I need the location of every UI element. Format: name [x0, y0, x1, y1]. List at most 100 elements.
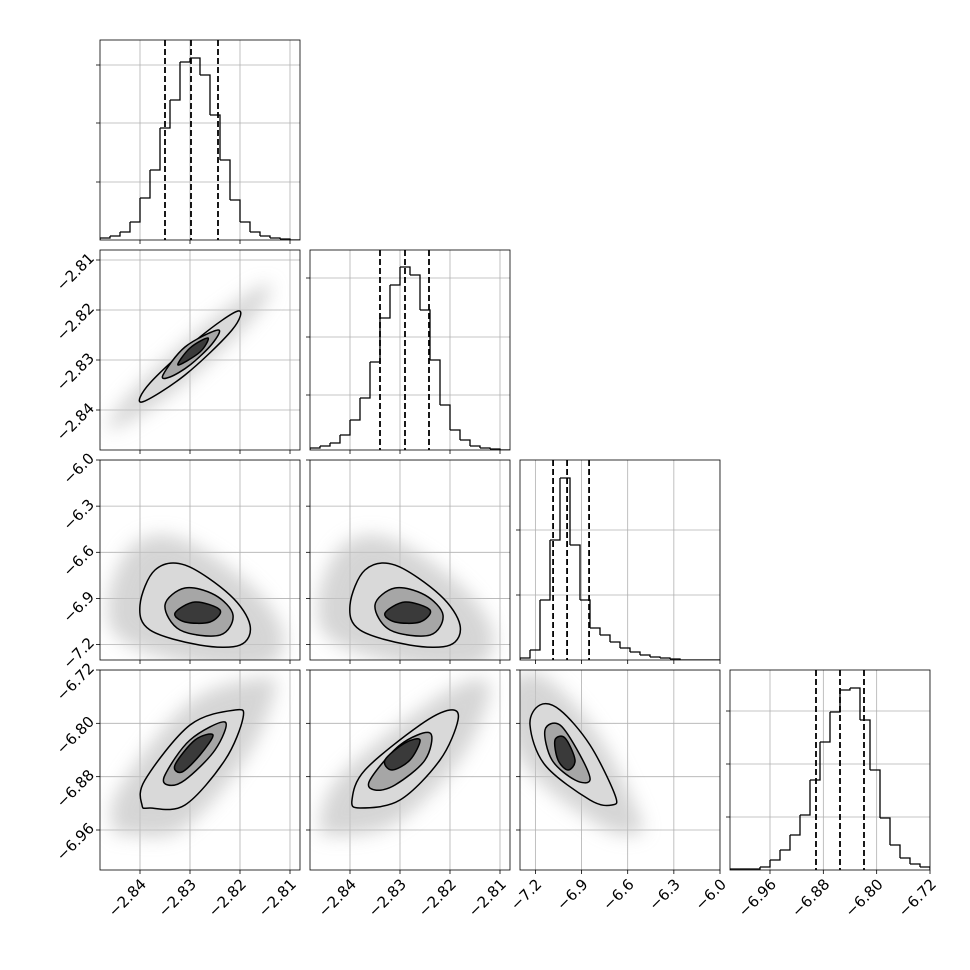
histogram-bin [480, 447, 491, 449]
contour-line [173, 733, 214, 774]
histogram-bin [550, 478, 561, 541]
histogram-bin [650, 656, 661, 658]
contour-line [173, 601, 222, 625]
contour-line [162, 721, 227, 787]
histogram-bin [180, 58, 191, 63]
histogram-bin [230, 199, 241, 222]
histogram-bin [400, 266, 411, 275]
y-tick-label: −6.96 [53, 819, 98, 864]
panel-frame [729, 669, 931, 871]
contour-line [139, 708, 245, 811]
histogram-bin [770, 850, 781, 861]
histogram-bin [890, 844, 901, 858]
histogram-bin [790, 815, 801, 836]
plot-area [100, 460, 300, 660]
x-tick-label: −6.6 [599, 875, 637, 913]
plot-area [100, 40, 300, 240]
x-tick-label: −2.84 [315, 875, 360, 920]
y-tick-label: −2.82 [53, 299, 98, 344]
histogram-bin [310, 446, 321, 450]
histogram-bin [440, 404, 451, 430]
histogram-bin [850, 687, 861, 720]
histogram-bin [360, 362, 371, 399]
panel [96, 39, 301, 244]
histogram-bin [250, 231, 261, 236]
contour-line [383, 738, 421, 771]
x-tick-label: −6.3 [645, 875, 683, 913]
contour-line [553, 735, 576, 771]
x-tick-label: −6.96 [735, 875, 780, 920]
plot-area [100, 250, 300, 450]
plot-area [310, 460, 510, 660]
panel: −6.96 −6.88 −6.80 −6.72 [726, 669, 940, 921]
histogram-bin [430, 359, 441, 405]
histogram-bin [450, 429, 461, 440]
histogram-bin [640, 654, 651, 657]
histogram-bin [630, 651, 641, 655]
histogram-bin [590, 627, 601, 635]
y-tick-label: −6.6 [60, 542, 98, 580]
histogram-bin [620, 647, 631, 652]
panel-frame [309, 669, 511, 871]
x-tick-label: −6.88 [788, 875, 833, 920]
histogram-bin [800, 780, 811, 816]
histogram-bin [210, 114, 221, 160]
x-tick-label: −6.0 [692, 875, 730, 913]
y-tick-label: −6.80 [53, 713, 98, 758]
panel-frame [309, 459, 511, 661]
histogram-bin [350, 398, 361, 421]
histogram-bin [580, 599, 591, 628]
plot-area [310, 670, 510, 870]
contour-line [383, 601, 432, 625]
x-tick-label: −2.81 [255, 875, 300, 920]
contour-line [374, 586, 444, 637]
histogram-bin [380, 285, 391, 319]
x-tick-label: −2.82 [205, 875, 250, 920]
panel [306, 249, 511, 454]
histogram-bin [150, 128, 161, 171]
y-tick-label: −2.84 [53, 399, 98, 444]
histogram-bin [920, 866, 930, 870]
plot-area [520, 460, 720, 660]
panel-frame [519, 669, 721, 871]
plot-area [310, 250, 510, 450]
x-tick-label: −2.83 [365, 875, 410, 920]
histogram-bin [460, 439, 471, 446]
contour-line [161, 329, 221, 380]
x-tick-label: −7.2 [507, 875, 545, 913]
y-tick-label: −6.3 [60, 495, 98, 533]
histogram-bin [220, 159, 231, 200]
histogram-bin [900, 857, 911, 864]
contour-line [139, 562, 252, 649]
contour-line [351, 709, 460, 809]
contour-fill [554, 736, 576, 770]
panel-frame [99, 249, 301, 451]
contour-fill [384, 738, 421, 770]
panel [516, 459, 721, 664]
histogram-bin [410, 274, 421, 310]
histogram-bin [420, 309, 431, 360]
x-tick-label: −6.80 [841, 875, 886, 920]
histogram-bin [610, 641, 621, 648]
histogram-bin [200, 74, 211, 115]
histogram-bin [560, 477, 571, 545]
panel: −2.84−2.83−2.82−2.81 [306, 669, 511, 921]
histogram-bin [130, 198, 141, 223]
panel-frame [309, 249, 511, 451]
histogram-bin [540, 540, 551, 601]
plot-area [100, 670, 300, 870]
histogram-bin [830, 690, 841, 713]
histogram-bin [570, 544, 581, 600]
contour-line [367, 731, 433, 792]
histogram-bin [810, 742, 821, 781]
contour-fill [177, 337, 209, 366]
contour-fill [384, 601, 431, 624]
histogram-bin [160, 100, 171, 129]
panel: −7.2−6.9−6.6−6.3−6.0 [507, 669, 730, 914]
histogram-bin [110, 232, 121, 237]
contour-fill [174, 734, 214, 773]
contour-line [349, 562, 462, 649]
histogram-bin [520, 650, 531, 660]
x-tick-label: −2.82 [415, 875, 460, 920]
panel-frame [99, 39, 301, 241]
